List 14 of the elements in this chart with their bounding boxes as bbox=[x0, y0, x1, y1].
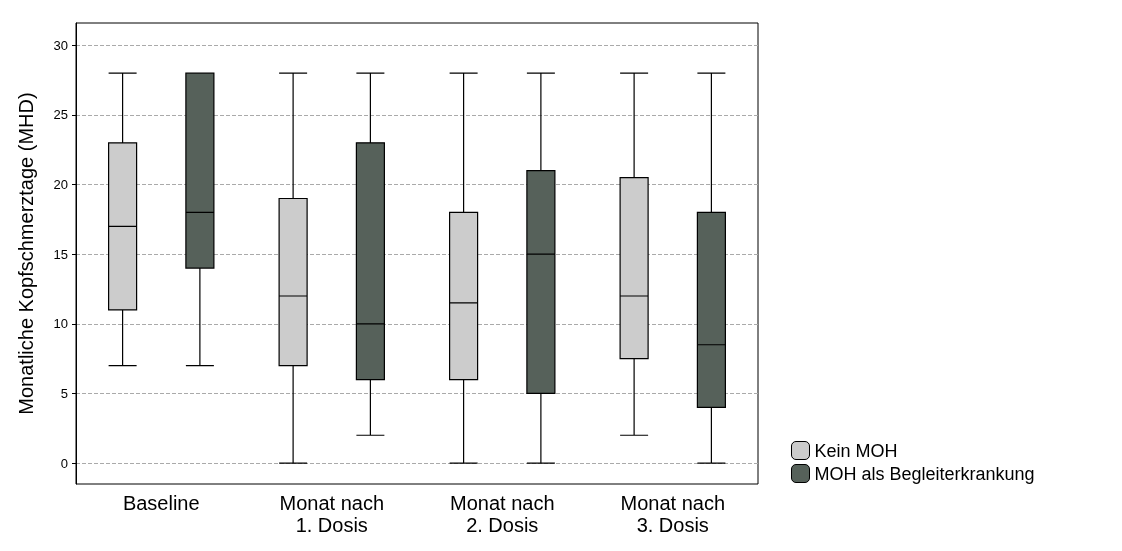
x-tick-label: Baseline bbox=[122, 492, 200, 514]
y-tick-label: 15 bbox=[53, 246, 68, 262]
legend-label: Kein MOH bbox=[814, 440, 898, 461]
y-tick-label: 10 bbox=[53, 316, 68, 332]
x-tick-label: Monat nach 2. Dosis bbox=[449, 492, 555, 536]
y-tick-label: 30 bbox=[53, 37, 68, 53]
y-tick-label: 0 bbox=[60, 455, 68, 471]
y-axis-title: Monatliche Kopfschmerztage (MHD) bbox=[15, 92, 37, 415]
y-tick-label: 20 bbox=[53, 177, 68, 193]
y-tick-label: 25 bbox=[53, 107, 68, 123]
x-tick-label: Monat nach 1. Dosis bbox=[279, 492, 385, 536]
y-tick-label: 5 bbox=[60, 385, 68, 401]
x-tick-label: Monat nach 3. Dosis bbox=[620, 492, 726, 536]
legend-label: MOH als Begleiterkrankung bbox=[814, 463, 1035, 484]
